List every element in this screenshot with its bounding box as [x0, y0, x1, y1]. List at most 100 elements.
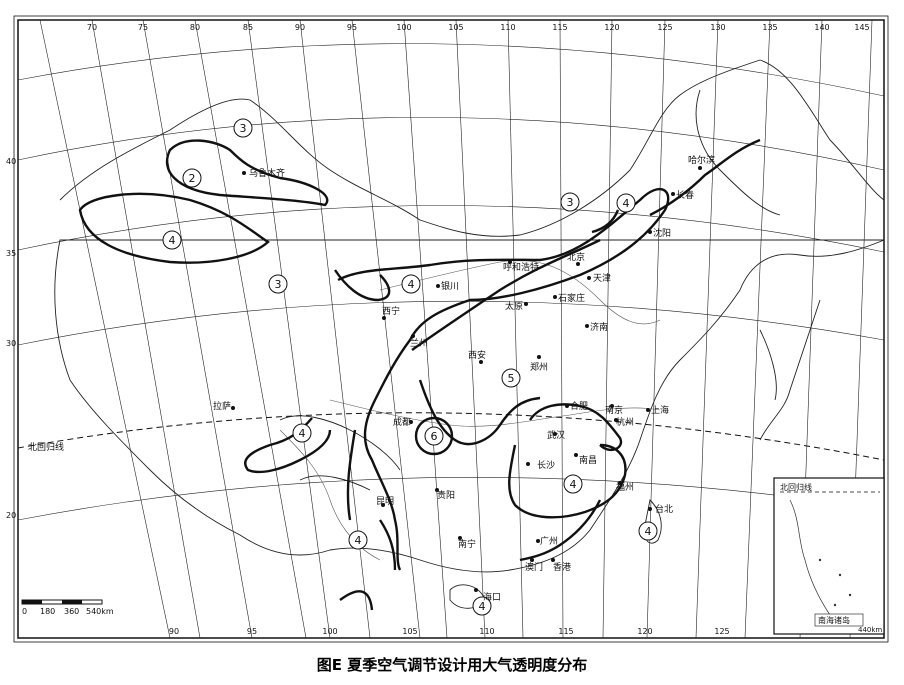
city-nanchang: 南昌 [574, 453, 597, 466]
zone-label: 4 [616, 193, 636, 213]
svg-text:0: 0 [22, 607, 27, 616]
city-changchun: 长春 [671, 189, 694, 201]
svg-text:天津: 天津 [593, 273, 611, 284]
zone-label: 4 [162, 230, 182, 250]
svg-text:郑州: 郑州 [530, 361, 548, 373]
city-harbin: 哈尔滨 [688, 154, 715, 170]
city-wuhan: 武汉 [547, 429, 565, 441]
rivers [279, 260, 661, 561]
zone-labels: 2 3 3 3 4 4 4 4 4 4 4 4 4 5 6 [162, 118, 840, 616]
svg-text:110: 110 [500, 23, 515, 32]
svg-text:呼和浩特: 呼和浩特 [503, 261, 539, 273]
svg-text:115: 115 [558, 627, 573, 636]
zone-label: 3 [560, 192, 580, 212]
svg-text:30: 30 [6, 339, 16, 348]
city-yinchuan: 银川 [436, 280, 459, 292]
city-hongkong: 香港 [551, 558, 571, 573]
zone-label: 4 [563, 474, 583, 494]
tropic-of-cancer-line [17, 412, 885, 461]
zone-label: 6 [424, 426, 444, 446]
city-guiyang: 贵阳 [435, 488, 455, 501]
svg-text:北京: 北京 [567, 251, 585, 263]
city-jinan: 济南 [585, 321, 608, 333]
map-frame [17, 19, 885, 639]
svg-text:110: 110 [479, 627, 494, 636]
svg-text:长沙: 长沙 [537, 459, 555, 471]
south-china-sea-inset: 北回归线 南海诸岛 440km [773, 477, 885, 635]
zone-label: 4 [348, 530, 368, 550]
city-hohhot: 呼和浩特 [503, 260, 539, 273]
city-shanghai: 上海 [646, 404, 669, 416]
svg-text:3: 3 [240, 122, 247, 135]
svg-text:360: 360 [64, 607, 79, 616]
svg-text:125: 125 [714, 627, 729, 636]
svg-text:85: 85 [243, 23, 253, 32]
svg-text:南昌: 南昌 [579, 454, 597, 466]
svg-text:长春: 长春 [676, 189, 694, 201]
svg-text:105: 105 [402, 627, 417, 636]
city-nanning: 南宁 [458, 536, 476, 550]
svg-text:4: 4 [169, 234, 176, 247]
city-macau: 澳门 [525, 558, 543, 573]
svg-text:拉萨: 拉萨 [213, 400, 231, 412]
svg-text:西安: 西安 [468, 349, 486, 361]
svg-text:90: 90 [169, 627, 179, 636]
svg-text:40: 40 [6, 157, 16, 166]
city-shenyang: 沈阳 [648, 227, 671, 239]
city-fuzhou: 福州 [616, 481, 634, 493]
svg-text:香港: 香港 [553, 561, 571, 573]
svg-text:3: 3 [567, 196, 574, 209]
city-xian: 西安 [468, 349, 486, 364]
city-taipei: 台北 [648, 503, 673, 515]
svg-text:海口: 海口 [483, 591, 501, 603]
zone-label: 3 [233, 118, 253, 138]
city-changsha: 长沙 [526, 459, 555, 471]
city-xining: 西宁 [382, 305, 400, 320]
svg-text:4: 4 [299, 427, 306, 440]
svg-text:105: 105 [448, 23, 463, 32]
zone-label: 4 [472, 596, 492, 616]
svg-text:540km: 540km [86, 607, 114, 616]
svg-text:100: 100 [396, 23, 411, 32]
svg-text:西宁: 西宁 [382, 305, 400, 317]
svg-text:上海: 上海 [651, 404, 669, 416]
svg-text:70: 70 [87, 23, 97, 32]
svg-text:95: 95 [347, 23, 357, 32]
svg-text:5: 5 [508, 372, 515, 385]
zone-label: 2 [182, 168, 202, 188]
meridians [39, 19, 873, 639]
svg-text:4: 4 [645, 525, 652, 538]
svg-text:95: 95 [247, 627, 257, 636]
svg-text:哈尔滨: 哈尔滨 [688, 154, 715, 166]
zone-label: 4 [292, 423, 312, 443]
svg-text:115: 115 [552, 23, 567, 32]
svg-text:4: 4 [479, 600, 486, 613]
city-guangzhou: 广州 [536, 535, 558, 547]
svg-text:4: 4 [408, 278, 415, 291]
svg-text:南海诸岛: 南海诸岛 [818, 615, 850, 625]
svg-text:3: 3 [275, 278, 282, 291]
svg-text:南宁: 南宁 [458, 538, 476, 550]
svg-text:4: 4 [623, 197, 630, 210]
svg-text:440km: 440km [858, 626, 882, 634]
city-tianjin: 天津 [587, 273, 611, 284]
svg-text:90: 90 [295, 23, 305, 32]
svg-text:沈阳: 沈阳 [653, 227, 671, 239]
latitude-ticks: 40 35 30 20 [6, 157, 16, 520]
svg-text:乌鲁木齐: 乌鲁木齐 [249, 167, 285, 179]
svg-text:130: 130 [710, 23, 725, 32]
city-haikou: 海口 [474, 588, 501, 603]
city-lhasa: 拉萨 [213, 400, 235, 412]
svg-text:6: 6 [431, 430, 438, 443]
svg-text:2: 2 [189, 172, 196, 185]
svg-text:100: 100 [322, 627, 337, 636]
city-taiyuan: 太原 [505, 300, 528, 312]
svg-text:贵阳: 贵阳 [437, 489, 455, 501]
borders [54, 59, 885, 609]
map-caption: 图E 夏季空气调节设计用大气透明度分布 [316, 656, 588, 674]
top-longitude-ticks: 70 75 80 85 90 95 100 105 110 115 120 12… [87, 23, 870, 32]
svg-text:4: 4 [355, 534, 362, 547]
svg-text:北回归线: 北回归线 [780, 482, 812, 492]
svg-text:4: 4 [570, 478, 577, 491]
svg-text:济南: 济南 [590, 321, 608, 333]
